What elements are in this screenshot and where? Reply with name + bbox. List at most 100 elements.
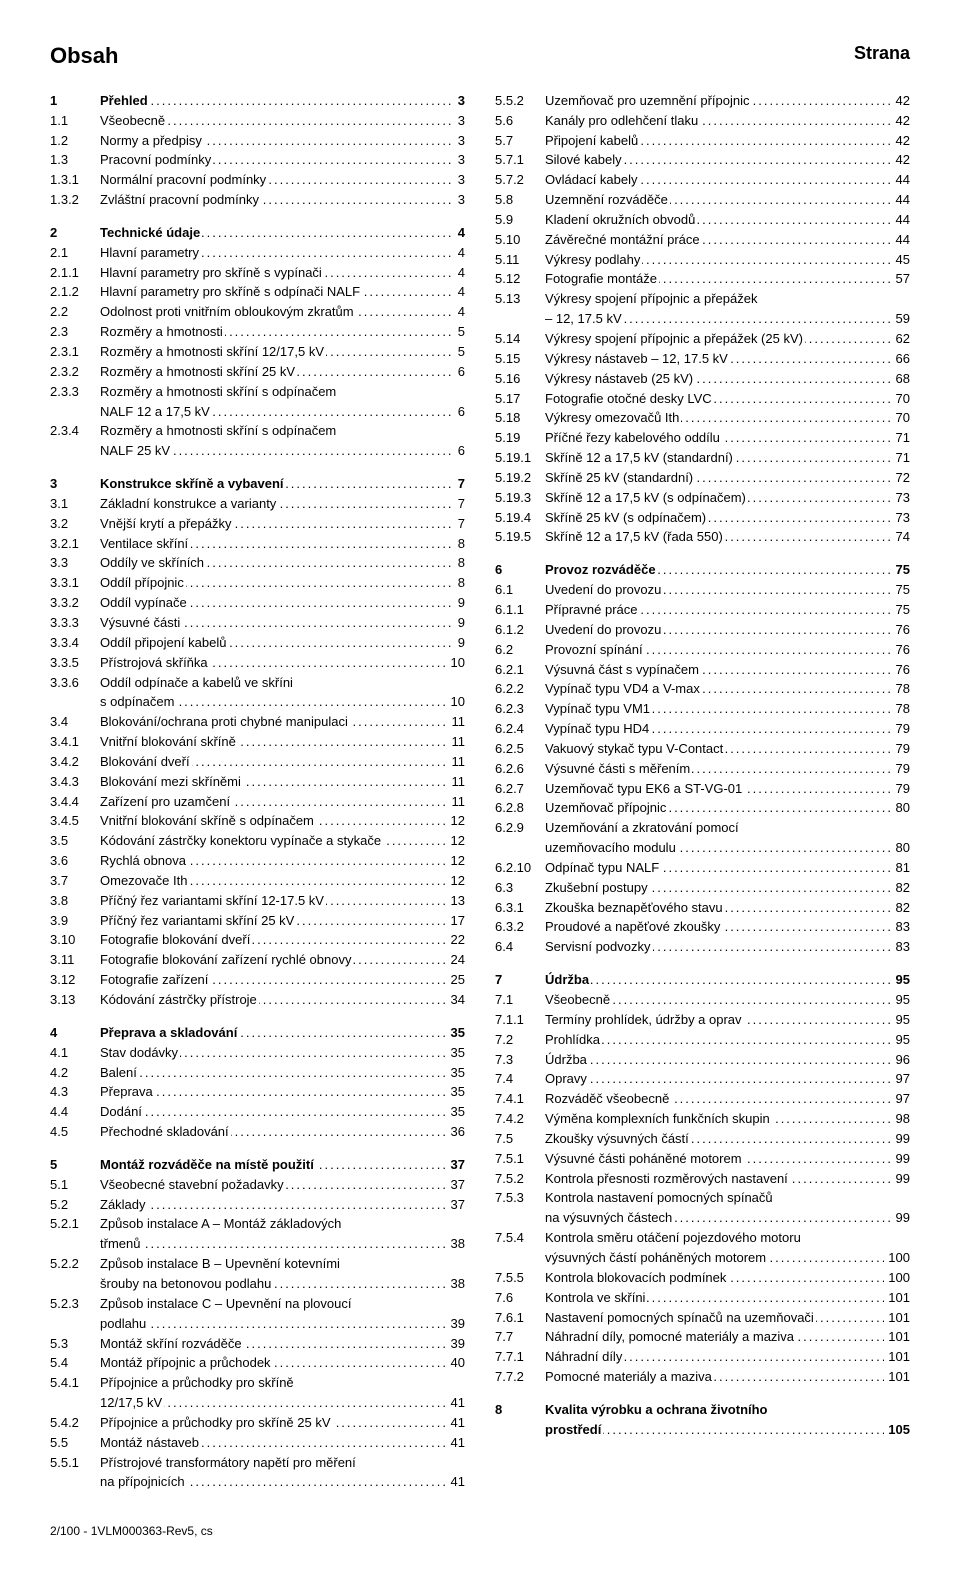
toc-number: 3.4.3	[50, 773, 100, 792]
toc-number: 4	[50, 1024, 100, 1043]
toc-number: 5.19.2	[495, 469, 545, 488]
toc-row: 3.4.2Blokování dveří11	[50, 753, 465, 772]
toc-row: 7Údržba95	[495, 971, 910, 990]
toc-number: 6.2.3	[495, 700, 545, 719]
toc-row: 5.9Kladení okružních obvodů44	[495, 211, 910, 230]
toc-page: 39	[447, 1335, 465, 1354]
toc-page: 44	[892, 211, 910, 230]
toc-number: 4.3	[50, 1083, 100, 1102]
toc-number: 7.7.2	[495, 1368, 545, 1387]
toc-row: 6.2.4Vypínač typu HD479	[495, 720, 910, 739]
toc-row-continuation: – 12, 17.5 kV59	[495, 310, 910, 329]
toc-page: 37	[447, 1196, 465, 1215]
toc-row: 5Montáž rozváděče na místě použití37	[50, 1156, 465, 1175]
toc-row: 6.4Servisní podvozky83	[495, 938, 910, 957]
toc-row: 6.3.1Zkouška beznapěťového stavu82	[495, 899, 910, 918]
toc-number: 5.4.2	[50, 1414, 100, 1433]
toc-number: 5.19.4	[495, 509, 545, 528]
toc-number: 4.5	[50, 1123, 100, 1142]
toc-row: 3.9Příčný řez variantami skříní 25 kV17	[50, 912, 465, 931]
toc-title: Montáž nástaveb	[100, 1434, 447, 1453]
toc-title: Vypínač typu VD4 a V-max	[545, 680, 892, 699]
toc-title: Kontrola přesnosti rozměrových nastavení	[545, 1170, 892, 1189]
toc-page: 4	[454, 303, 465, 322]
toc-row: 6Provoz rozváděče75	[495, 561, 910, 580]
toc-page: 101	[884, 1368, 910, 1387]
toc-gap	[50, 1011, 465, 1024]
toc-gap	[495, 1388, 910, 1401]
toc-row-continuation: na přípojnicích41	[50, 1473, 465, 1492]
toc-gap	[495, 548, 910, 561]
toc-row: 7.7.1Náhradní díly101	[495, 1348, 910, 1367]
toc-row: 3.7Omezovače Ith12	[50, 872, 465, 891]
toc-number: 4.4	[50, 1103, 100, 1122]
toc-page: 105	[884, 1421, 910, 1440]
toc-number: 2.3	[50, 323, 100, 342]
toc-row: 6.2.6Výsuvné části s měřením79	[495, 760, 910, 779]
toc-title: Montáž přípojnic a průchodek	[100, 1354, 447, 1373]
toc-title: Zkouška beznapěťového stavu	[545, 899, 892, 918]
toc-number: 6.2.1	[495, 661, 545, 680]
toc-row: 5.14Výkresy spojení přípojnic a přepážek…	[495, 330, 910, 349]
toc-number: 5.4	[50, 1354, 100, 1373]
toc-title: Základy	[100, 1196, 447, 1215]
toc-page: 3	[454, 92, 465, 111]
toc-number: 3	[50, 475, 100, 494]
toc-page: 80	[892, 799, 910, 818]
toc-row: 4Přeprava a skladování35	[50, 1024, 465, 1043]
toc-title: Kontrola nastavení pomocných spínačů	[545, 1189, 910, 1208]
toc-title: Blokování dveří	[100, 753, 448, 772]
toc-number: 3.2.1	[50, 535, 100, 554]
toc-page: 41	[447, 1394, 465, 1413]
toc-title: Odolnost proti vnitřním obloukovým zkrat…	[100, 303, 454, 322]
toc-number: 4.1	[50, 1044, 100, 1063]
toc-title: Kontrola ve skříni	[545, 1289, 884, 1308]
toc-row: 7.5.3Kontrola nastavení pomocných spínač…	[495, 1189, 910, 1208]
toc-title: Blokování mezi skříněmi	[100, 773, 448, 792]
toc-title: Způsob instalace A – Montáž základových	[100, 1215, 465, 1234]
toc-number: 5.5.1	[50, 1454, 100, 1473]
toc-title: Hlavní parametry pro skříně s odpínači N…	[100, 283, 454, 302]
toc-title: Výsuvná část s vypínačem	[545, 661, 892, 680]
toc-number-empty	[495, 1209, 545, 1228]
toc-number: 3.11	[50, 951, 100, 970]
toc-title: Přípojnice a průchodky pro skříně	[100, 1374, 465, 1393]
toc-row: 5.7Připojení kabelů42	[495, 132, 910, 151]
toc-number: 5.2.3	[50, 1295, 100, 1314]
toc-title: Montáž skříní rozváděče	[100, 1335, 447, 1354]
toc-row: 4.5Přechodné skladování36	[50, 1123, 465, 1142]
toc-row: 3.13Kódování zástrčky přístroje34	[50, 991, 465, 1010]
toc-title: Výsuvné části	[100, 614, 454, 633]
toc-page: 62	[892, 330, 910, 349]
toc-title-cont: – 12, 17.5 kV	[545, 310, 892, 329]
toc-row: 5.5.2Uzemňovač pro uzemnění přípojnic42	[495, 92, 910, 111]
toc-page: 4	[454, 224, 465, 243]
toc-page: 82	[892, 899, 910, 918]
toc-number: 7.1	[495, 991, 545, 1010]
toc-page: 59	[892, 310, 910, 329]
toc-number: 2.1.2	[50, 283, 100, 302]
toc-page: 41	[447, 1414, 465, 1433]
toc-title: Kontrola blokovacích podmínek	[545, 1269, 884, 1288]
toc-number: 6.1	[495, 581, 545, 600]
toc-row: 7.1.1Termíny prohlídek, údržby a oprav95	[495, 1011, 910, 1030]
toc-number: 6.2.5	[495, 740, 545, 759]
toc-row-continuation: NALF 12 a 17,5 kV6	[50, 403, 465, 422]
toc-title: Přeprava	[100, 1083, 447, 1102]
toc-row: 3.8Příčný řez variantami skříní 12-17.5 …	[50, 892, 465, 911]
toc-number: 6.2.7	[495, 780, 545, 799]
toc-page: 12	[447, 852, 465, 871]
toc-title: Blokování/ochrana proti chybné manipulac…	[100, 713, 448, 732]
toc-number-empty	[495, 310, 545, 329]
toc-title: Uzemňovač typu EK6 a ST-VG-01	[545, 780, 892, 799]
toc-page: 101	[884, 1309, 910, 1328]
toc-page: 24	[447, 951, 465, 970]
toc-title-cont: třmenů	[100, 1235, 447, 1254]
toc-number: 1.3	[50, 151, 100, 170]
toc-number: 3.3.5	[50, 654, 100, 673]
toc-title: Zařízení pro uzamčení	[100, 793, 448, 812]
toc-page: 9	[454, 594, 465, 613]
toc-number: 7.5.3	[495, 1189, 545, 1208]
toc-number: 3.4.5	[50, 812, 100, 831]
toc-number-empty	[50, 1275, 100, 1294]
